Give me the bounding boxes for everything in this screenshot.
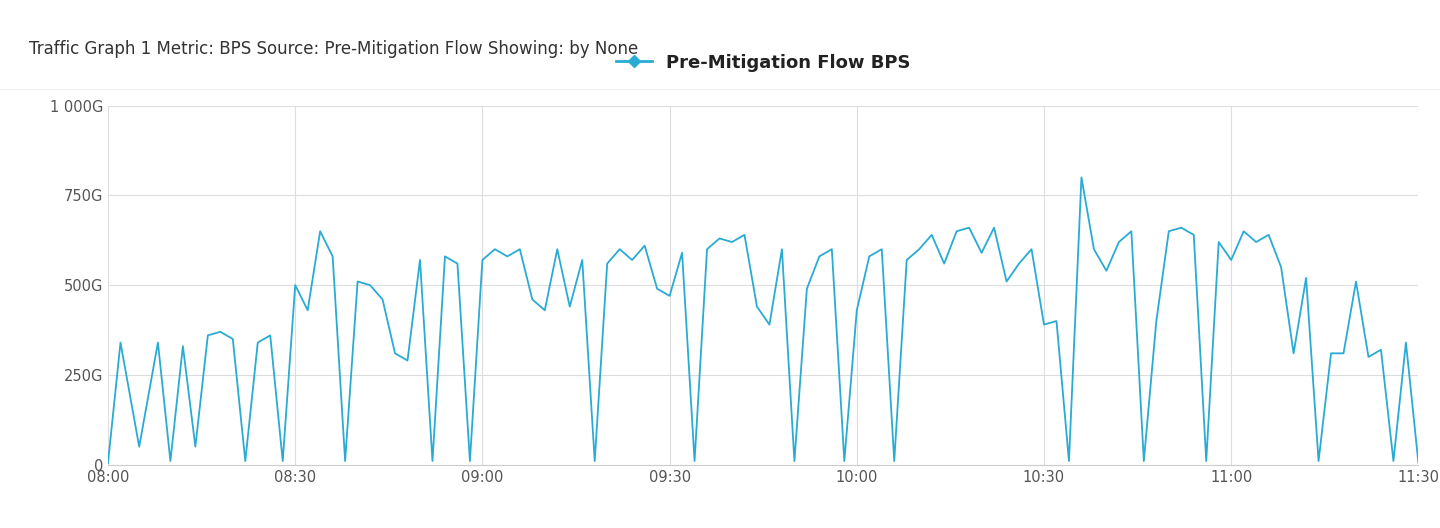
Legend: Pre-Mitigation Flow BPS: Pre-Mitigation Flow BPS	[609, 46, 917, 79]
Text: Traffic Graph 1 Metric: BPS Source: Pre-Mitigation Flow Showing: by None: Traffic Graph 1 Metric: BPS Source: Pre-…	[29, 40, 638, 59]
